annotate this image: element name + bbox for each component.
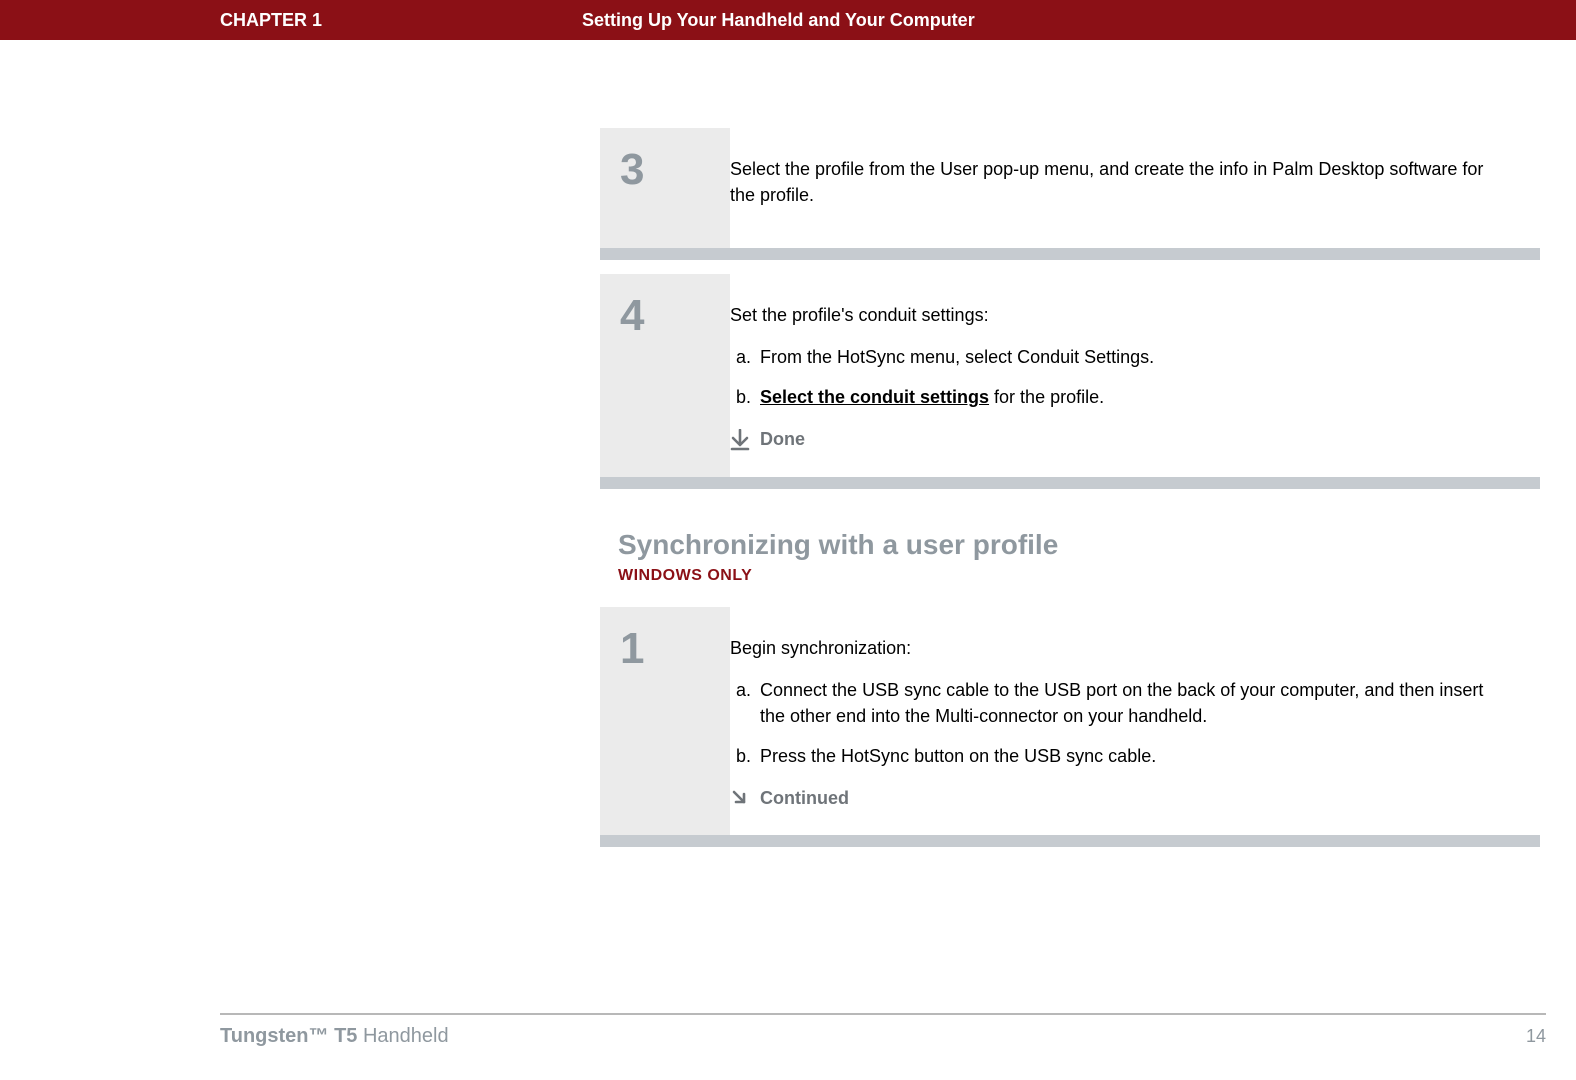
step-intro: Set the profile's conduit settings: <box>730 302 1510 328</box>
section-heading: Synchronizing with a user profile <box>618 529 1540 561</box>
sub-step-b-rest: for the profile. <box>989 387 1104 407</box>
link-text[interactable]: Select the conduit settings <box>760 387 989 407</box>
step-card-4: 4 Set the profile's conduit settings: Fr… <box>600 274 1540 488</box>
footer-product: Tungsten™ T5 Handheld <box>220 1025 449 1048</box>
arrow-down-icon <box>730 429 750 451</box>
step-body: Set the profile's conduit settings: From… <box>730 274 1540 476</box>
status-label: Continued <box>760 785 849 811</box>
step-intro: Begin synchronization: <box>730 635 1510 661</box>
sub-step-a: From the HotSync menu, select Conduit Se… <box>756 344 1510 370</box>
sub-step-b: Press the HotSync button on the USB sync… <box>756 743 1510 769</box>
step-card-3: 3 Select the profile from the User pop-u… <box>600 128 1540 260</box>
sub-steps: Connect the USB sync cable to the USB po… <box>730 677 1510 769</box>
step-number: 4 <box>600 274 730 476</box>
step-card-1: 1 Begin synchronization: Connect the USB… <box>600 607 1540 847</box>
status-label: Done <box>760 426 805 452</box>
chapter-label: CHAPTER 1 <box>0 10 322 31</box>
page-footer: Tungsten™ T5 Handheld 14 <box>220 1013 1546 1048</box>
step-text: Select the profile from the User pop-up … <box>730 156 1510 208</box>
chapter-title: Setting Up Your Handheld and Your Comput… <box>322 10 975 31</box>
content-column: 3 Select the profile from the User pop-u… <box>600 128 1540 861</box>
sub-step-a: Connect the USB sync cable to the USB po… <box>756 677 1510 729</box>
page-header: CHAPTER 1 Setting Up Your Handheld and Y… <box>0 0 1576 40</box>
step-body: Select the profile from the User pop-up … <box>730 128 1540 248</box>
status-continued: Continued <box>730 785 1510 811</box>
step-body: Begin synchronization: Connect the USB s… <box>730 607 1540 835</box>
footer-product-rest: Handheld <box>357 1025 448 1047</box>
footer-product-name: Tungsten™ T5 <box>220 1025 357 1047</box>
step-number: 1 <box>600 607 730 835</box>
page-number: 14 <box>1526 1026 1546 1047</box>
sub-step-b: Select the conduit settings for the prof… <box>756 384 1510 410</box>
section-subheading: WINDOWS ONLY <box>618 567 1540 585</box>
arrow-down-right-icon <box>730 788 750 808</box>
step-number: 3 <box>600 128 730 248</box>
sub-steps: From the HotSync menu, select Conduit Se… <box>730 344 1510 410</box>
status-done: Done <box>730 426 1510 452</box>
